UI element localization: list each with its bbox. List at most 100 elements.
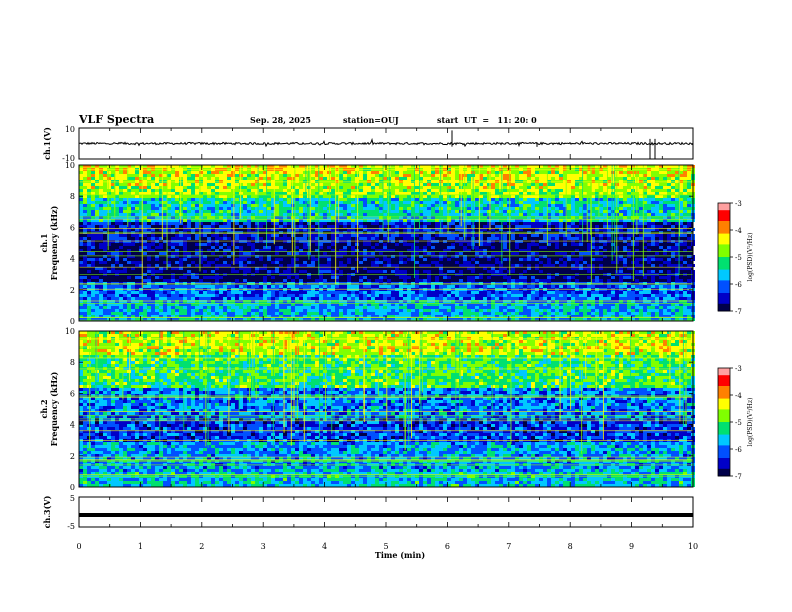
psd-cell [339,183,343,186]
psd-cell [667,285,671,288]
psd-cell [423,180,427,183]
psd-cell [551,264,555,267]
psd-cell [623,201,627,204]
psd-cell [587,252,591,255]
psd-cell [515,204,519,207]
psd-cell [443,249,447,252]
psd-cell [383,234,387,237]
psd-cell [187,204,191,207]
psd-cell [395,171,399,174]
psd-cell [291,279,295,282]
psd-cell [491,192,495,195]
psd-cell [255,234,259,237]
psd-cell [247,180,251,183]
psd-cell [291,177,295,180]
psd-cell [391,201,395,204]
psd-cell [667,183,671,186]
psd-cell [399,207,403,210]
psd-cell [491,210,495,213]
psd-cell [499,234,503,237]
psd-cell [147,177,151,180]
psd-cell [187,177,191,180]
psd-cell [383,258,387,261]
psd-cell [111,228,115,231]
psd-cell [655,225,659,228]
psd-cell [515,285,519,288]
psd-cell [91,216,95,219]
psd-cell [175,252,179,255]
psd-cell [163,234,167,237]
psd-cell [479,237,483,240]
psd-cell [95,198,99,201]
psd-cell [599,180,603,183]
psd-cell [571,204,575,207]
psd-cell [167,171,171,174]
psd-cell [675,195,679,198]
psd-cell [107,213,111,216]
psd-cell [511,252,515,255]
psd-cell [535,207,539,210]
psd-cell [619,279,623,282]
psd-cell [235,183,239,186]
psd-cell [259,237,263,240]
psd-cell [279,216,283,219]
psd-cell [547,207,551,210]
psd-cell [491,171,495,174]
psd-cell [91,186,95,189]
psd-cell [295,189,299,192]
psd-cell [559,234,563,237]
psd-cell [147,189,151,192]
psd-cell [219,183,223,186]
psd-cell [383,246,387,249]
psd-cell [563,195,567,198]
psd-cell [219,246,223,249]
psd-cell [519,186,523,189]
psd-cell [375,285,379,288]
psd-cell [563,171,567,174]
psd-cell [643,186,647,189]
psd-cell [87,240,91,243]
psd-cell [371,171,375,174]
psd-cell [427,270,431,273]
psd-cell [423,201,427,204]
psd-cell [559,201,563,204]
psd-cell [659,204,663,207]
psd-cell [391,171,395,174]
psd-cell [259,201,263,204]
psd-cell [127,198,131,201]
psd-cell [315,171,319,174]
psd-cell [283,225,287,228]
psd-cell [651,213,655,216]
psd-cell [231,189,235,192]
psd-cell [163,198,167,201]
psd-cell [547,237,551,240]
psd-cell [611,195,615,198]
psd-cell [567,198,571,201]
psd-cell [599,177,603,180]
psd-cell [351,246,355,249]
psd-cell [531,183,535,186]
psd-cell [319,243,323,246]
psd-cell [663,171,667,174]
psd-cell [439,234,443,237]
psd-cell [355,177,359,180]
psd-cell [495,198,499,201]
psd-cell [275,216,279,219]
psd-cell [267,270,271,273]
psd-cell [555,171,559,174]
psd-cell [551,204,555,207]
psd-cell [247,174,251,177]
psd-cell [527,192,531,195]
psd-cell [359,237,363,240]
psd-cell [679,216,683,219]
psd-cell [403,255,407,258]
psd-cell [127,171,131,174]
psd-cell [187,213,191,216]
psd-cell [491,213,495,216]
psd-cell [611,213,615,216]
psd-cell [171,192,175,195]
psd-cell [151,240,155,243]
psd-cell [223,186,227,189]
psd-cell [127,189,131,192]
psd-cell [271,234,275,237]
